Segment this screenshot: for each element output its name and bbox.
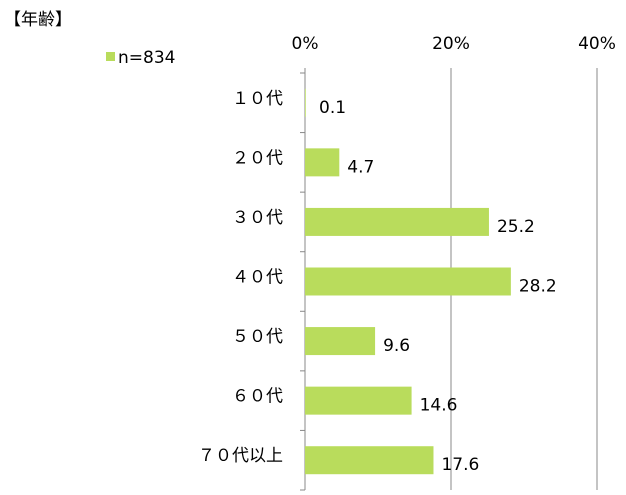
value-label: 14.6 xyxy=(420,396,458,416)
value-label: 4.7 xyxy=(347,157,374,177)
y-tick-label: ６０代 xyxy=(232,387,283,407)
y-tick-label: ７０代以上 xyxy=(198,446,283,466)
bar xyxy=(305,207,489,236)
y-tick-label: ２０代 xyxy=(232,148,283,168)
bar xyxy=(305,446,434,475)
x-tick-label: 40% xyxy=(578,34,616,54)
chart-title: 【年齢】 xyxy=(4,10,72,30)
bar xyxy=(305,148,340,177)
value-label: 17.6 xyxy=(441,455,479,475)
bar xyxy=(305,88,306,117)
y-tick-label: ５０代 xyxy=(232,327,283,347)
y-tick-label: ３０代 xyxy=(232,208,283,228)
value-label: 9.6 xyxy=(383,336,410,356)
value-label: 28.2 xyxy=(519,277,557,297)
x-tick-label: 20% xyxy=(432,34,470,54)
y-tick-label: ４０代 xyxy=(232,268,283,288)
x-tick-label: 0% xyxy=(292,34,319,54)
bar xyxy=(305,386,412,415)
value-label: 0.1 xyxy=(319,98,346,118)
value-label: 25.2 xyxy=(497,217,535,237)
bar xyxy=(305,327,376,356)
y-tick-label: １０代 xyxy=(232,89,283,109)
legend-swatch xyxy=(106,52,115,61)
legend-label: n=834 xyxy=(118,48,175,68)
bar xyxy=(305,267,511,296)
